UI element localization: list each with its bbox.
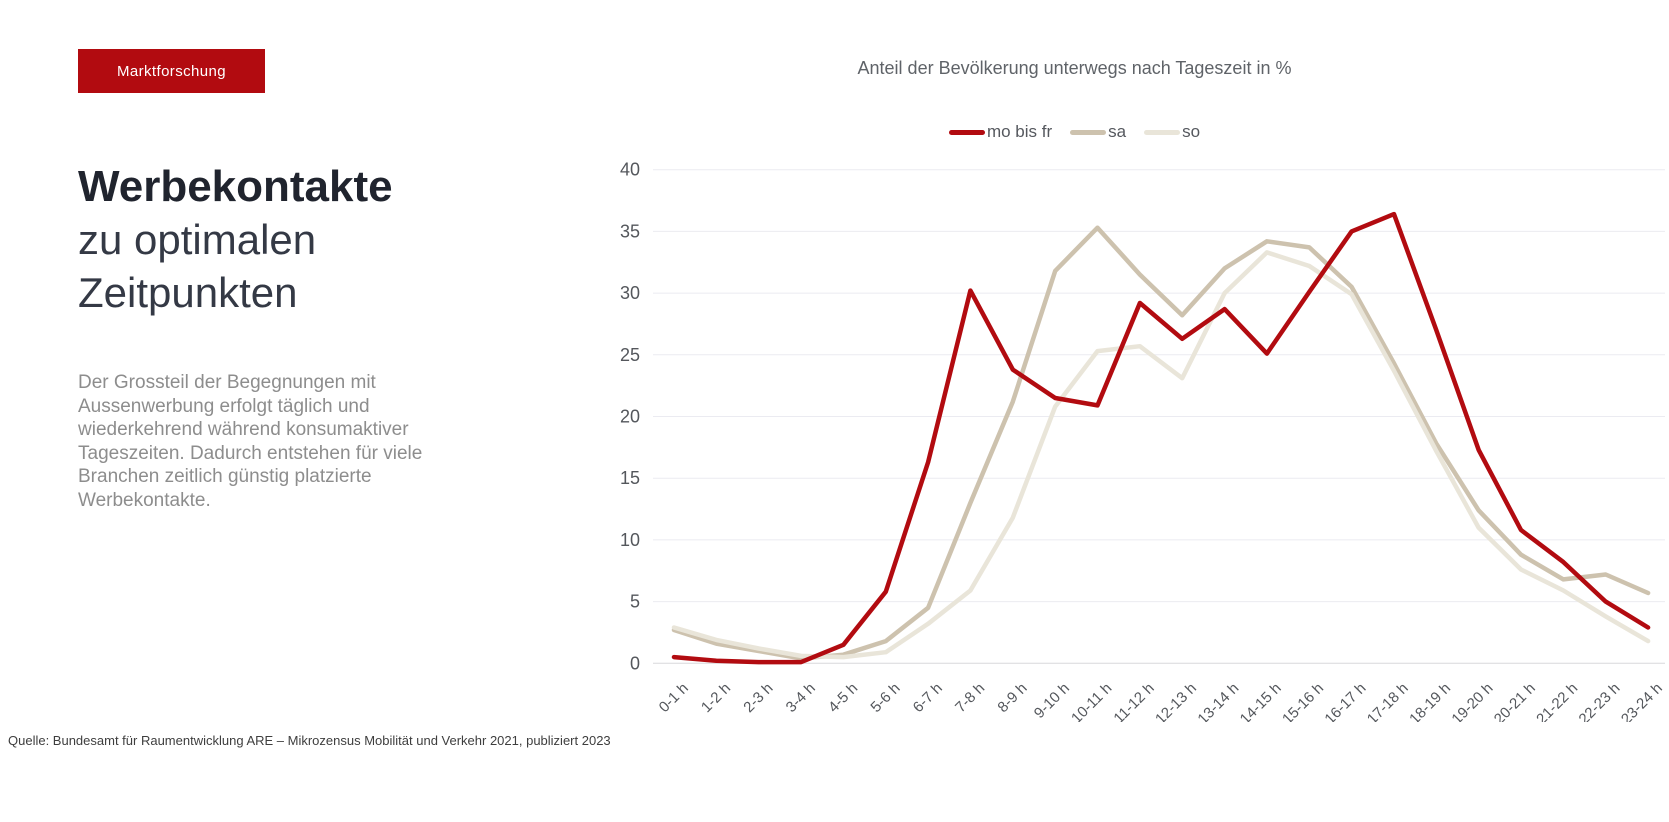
chart-title: Anteil der Bevölkerung unterwegs nach Ta…	[857, 58, 1292, 78]
y-axis-label: 20	[620, 407, 640, 427]
legend-label-so: so	[1182, 122, 1201, 141]
x-axis-label: 13-14 h	[1194, 680, 1242, 722]
x-axis-label: 18-19 h	[1406, 680, 1454, 722]
x-axis-label: 7-8 h	[952, 680, 988, 716]
series-line-mo-bis-fr	[671, 211, 1651, 665]
legend-item-so[interactable]: so	[1144, 122, 1200, 142]
x-axis-label: 16-17 h	[1321, 680, 1369, 722]
x-axis-label: 4-5 h	[825, 680, 861, 716]
legend-item-mo-bis-fr[interactable]: mo bis fr	[948, 122, 1053, 142]
y-axis-label: 35	[620, 221, 640, 241]
category-badge-label: Marktforschung	[117, 62, 226, 80]
series-line-sa	[671, 225, 1651, 661]
category-badge: Marktforschung	[78, 49, 265, 93]
legend-item-sa[interactable]: sa	[1070, 122, 1126, 142]
y-axis-label: 30	[620, 283, 640, 303]
x-axis-label: 17-18 h	[1364, 680, 1412, 722]
legend-swatch-mo-bis-fr	[948, 129, 985, 135]
x-axis-label: 10-11 h	[1068, 680, 1115, 722]
x-axis-label: 19-20 h	[1448, 680, 1496, 722]
x-axis-label: 21-22 h	[1533, 680, 1581, 722]
legend-label-mo-bis-fr: mo bis fr	[986, 122, 1053, 141]
x-axis-label: 6-7 h	[910, 680, 946, 716]
x-axis-label: 1-2 h	[698, 680, 734, 716]
page-title-line-3: Zeitpunkten	[78, 269, 298, 316]
y-axis-label: 0	[630, 653, 640, 673]
x-axis-label: 5-6 h	[867, 680, 903, 716]
x-axis-label: 8-9 h	[994, 680, 1030, 716]
y-axis-label: 40	[620, 160, 640, 180]
y-axis-label: 15	[620, 468, 640, 488]
legend-label-sa: sa	[1108, 122, 1127, 141]
y-axis-label: 25	[620, 345, 640, 365]
chart-legend: mo bis fr sa so	[480, 120, 1669, 144]
legend-swatch-so	[1144, 129, 1181, 135]
y-axis-label: 5	[630, 592, 640, 612]
line-chart: 0 5 10 15 20 25 30 35 40 0-1 h 1-2 h 2-3 h 3-4 h 4-5 …	[620, 160, 1666, 722]
y-axis-label: 10	[620, 530, 640, 550]
x-axis-label: 2-3 h	[740, 680, 776, 716]
x-axis-label: 15-16 h	[1279, 680, 1327, 722]
x-axis-label: 22-23 h	[1576, 680, 1624, 722]
x-axis-label: 11-12 h	[1110, 680, 1157, 722]
source-note: Quelle: Bundesamt für Raumentwicklung AR…	[8, 733, 611, 748]
x-axis-label: 14-15 h	[1237, 680, 1285, 722]
x-axis-label: 0-1 h	[656, 680, 692, 716]
x-axis-label: 20-21 h	[1491, 680, 1539, 722]
page-title: Werbekontakte zu optimalen Zeitpunkten	[78, 160, 393, 319]
page-title-line-2: zu optimalen	[78, 216, 317, 263]
x-axis-label: 23-24 h	[1618, 680, 1666, 722]
x-axis-label: 3-4 h	[783, 680, 819, 716]
legend-swatch-sa	[1070, 129, 1107, 135]
intro-paragraph: Der Grossteil der Begegnungen mit Aussen…	[78, 372, 423, 511]
x-axis-label: 12-13 h	[1152, 680, 1200, 722]
x-axis-label: 9-10 h	[1031, 680, 1073, 722]
page-title-line-1: Werbekontakte	[78, 162, 393, 211]
series-line-so	[671, 250, 1651, 660]
